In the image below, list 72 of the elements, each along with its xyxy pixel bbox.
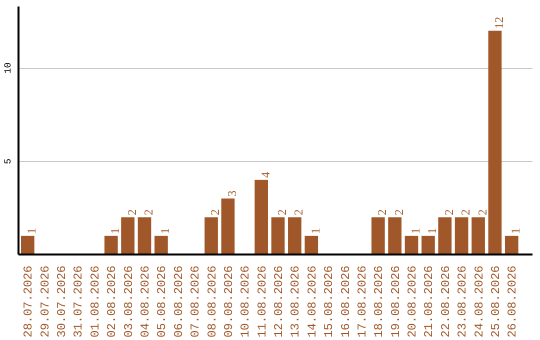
bar — [221, 198, 235, 254]
x-tick-label: 02.08.2026 — [105, 265, 120, 338]
data-label: 1 — [108, 228, 122, 234]
y-tick-label: 5 — [2, 158, 14, 164]
x-tick-label: 09.08.2026 — [222, 265, 236, 338]
bar — [422, 236, 435, 254]
bar — [254, 180, 268, 254]
x-tick-label: 07.08.2026 — [188, 265, 203, 338]
data-label: 2 — [392, 209, 406, 216]
x-tick-label: 06.08.2026 — [172, 265, 186, 338]
x-tick-label: 05.08.2026 — [155, 265, 170, 338]
x-tick-label: 03.08.2026 — [122, 265, 136, 338]
bar — [304, 236, 318, 254]
x-tick-label: 04.08.2026 — [138, 265, 152, 338]
data-label: 1 — [408, 228, 423, 234]
bar — [504, 236, 518, 254]
bar — [121, 217, 134, 254]
data-label: 2 — [124, 209, 139, 216]
x-tick-label: 17.08.2026 — [355, 265, 370, 338]
bar — [288, 217, 302, 254]
data-label: 1 — [425, 228, 440, 234]
x-tick-label: 16.08.2026 — [338, 265, 353, 338]
bar — [204, 217, 218, 254]
data-label: 1 — [158, 228, 172, 234]
x-tick-label: 29.07.2026 — [38, 265, 52, 338]
data-label: 4 — [258, 172, 272, 178]
y-tick-label: 10 — [2, 62, 14, 74]
bar — [271, 217, 285, 254]
bar — [388, 217, 402, 254]
bar — [154, 236, 168, 254]
data-label: 3 — [224, 190, 239, 197]
x-tick-label: 11.08.2026 — [255, 265, 270, 338]
x-tick-label: 15.08.2026 — [322, 265, 336, 338]
data-label: 12 — [492, 16, 506, 29]
data-label: 1 — [24, 228, 39, 234]
x-tick-label: 12.08.2026 — [272, 265, 286, 338]
x-tick-label: 18.08.2026 — [372, 265, 386, 338]
x-tick-label: 28.07.2026 — [22, 265, 36, 338]
bar — [21, 236, 34, 254]
bar — [104, 236, 118, 254]
data-label: 2 — [375, 209, 390, 216]
data-label: 2 — [275, 209, 290, 216]
x-tick-label: 25.08.2026 — [488, 265, 503, 338]
bar — [404, 236, 418, 254]
bar — [438, 217, 452, 254]
x-tick-label: 01.08.2026 — [88, 265, 102, 338]
x-tick-label: 14.08.2026 — [305, 265, 320, 338]
data-label: 2 — [141, 209, 156, 216]
data-label: 2 — [208, 209, 222, 216]
x-tick-label: 24.08.2026 — [472, 265, 486, 338]
data-label: 1 — [308, 228, 322, 234]
data-label: 2 — [292, 209, 306, 216]
data-label: 1 — [508, 228, 523, 234]
x-tick-label: 08.08.2026 — [205, 265, 220, 338]
x-tick-label: 26.08.2026 — [506, 265, 520, 338]
x-tick-label: 21.08.2026 — [422, 265, 436, 338]
bar — [472, 217, 485, 254]
x-tick-label: 10.08.2026 — [238, 265, 253, 338]
x-tick-label: 20.08.2026 — [406, 265, 420, 338]
x-tick-label: 22.08.2026 — [438, 265, 453, 338]
data-label: 2 — [458, 209, 473, 216]
x-tick-label: 30.07.2026 — [55, 265, 70, 338]
x-tick-label: 23.08.2026 — [456, 265, 470, 338]
bar — [371, 217, 385, 254]
bar — [488, 30, 502, 254]
data-label: 2 — [475, 209, 490, 216]
bar — [138, 217, 152, 254]
x-tick-label: 31.07.2026 — [72, 265, 86, 338]
x-tick-label: 19.08.2026 — [388, 265, 403, 338]
x-tick-label: 13.08.2026 — [288, 265, 303, 338]
bar — [454, 217, 468, 254]
data-label: 2 — [442, 209, 456, 216]
